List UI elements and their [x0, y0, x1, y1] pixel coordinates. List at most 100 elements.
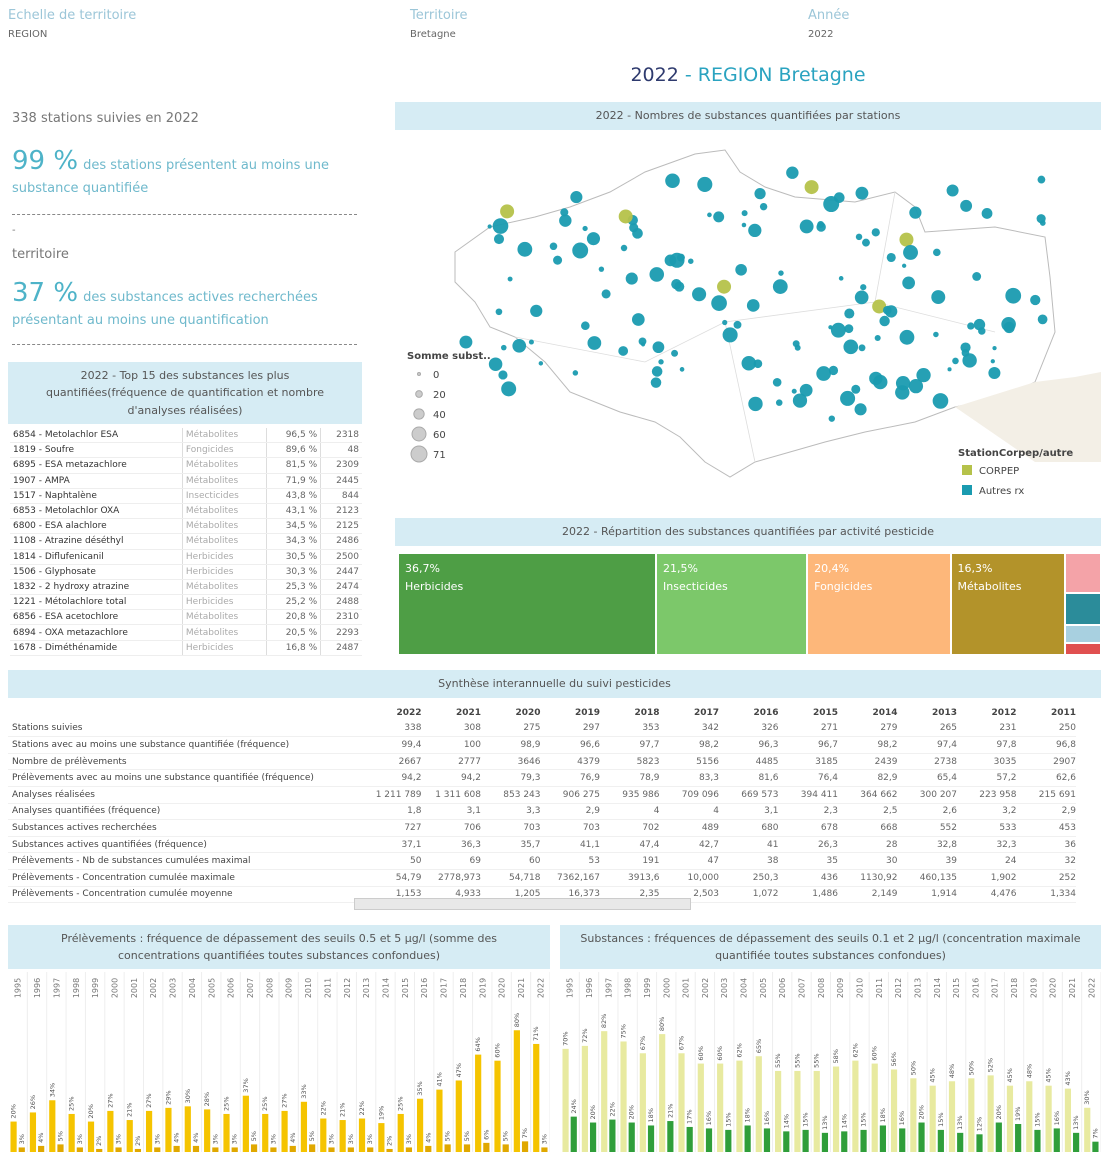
filter[interactable]: Année 2022	[808, 8, 849, 40]
bar	[562, 1048, 569, 1152]
station-point	[674, 281, 685, 292]
table-cell: 1 211 789	[362, 786, 422, 804]
data-label: 58%	[832, 1049, 840, 1063]
data-label: 4%	[424, 1133, 432, 1143]
table-cell: 703	[540, 819, 600, 837]
bar	[725, 1129, 732, 1152]
bar	[29, 1112, 37, 1152]
data-label: 21%	[666, 1104, 674, 1118]
data-label: 20%	[589, 1105, 597, 1119]
table-cell: 844	[320, 488, 362, 504]
treemap-label: Herbicides	[405, 579, 464, 593]
table-cell: 35,7	[481, 836, 541, 854]
data-label: 50%	[909, 1061, 917, 1075]
table-cell: 1832 - 2 hydroxy atrazine	[10, 579, 183, 596]
table-cell: 2488	[320, 594, 362, 611]
column-header: 2022	[396, 707, 422, 718]
filter[interactable]: Territoire Bretagne	[410, 8, 468, 40]
table-row: Prélèvements - Concentration cumulée max…	[8, 869, 1076, 887]
table-cell: 453	[1016, 819, 1076, 837]
data-label: 3%	[405, 1134, 413, 1144]
x-tick-label: 1997	[604, 978, 613, 998]
bar	[455, 1080, 462, 1152]
x-tick-label: 2002	[149, 978, 158, 998]
bar	[647, 1125, 655, 1152]
data-label: 4%	[289, 1133, 297, 1143]
data-label: 3%	[115, 1134, 123, 1144]
station-point	[840, 390, 856, 406]
bar	[281, 1110, 288, 1152]
table-cell: 100	[421, 736, 481, 754]
table-cell: 53	[540, 852, 600, 870]
data-label: 27%	[281, 1093, 289, 1107]
bar	[821, 1132, 829, 1152]
station-point	[651, 366, 663, 377]
bar	[570, 1116, 577, 1152]
station-point	[746, 299, 760, 312]
station-point	[903, 245, 918, 260]
data-label: 27%	[145, 1093, 153, 1107]
table-cell: Métabolites	[181, 457, 267, 474]
column-header: 2014	[872, 707, 898, 718]
table-cell: 42,7	[659, 836, 719, 854]
x-tick-label: 2014	[381, 978, 390, 998]
station-point	[459, 335, 473, 349]
table-cell: 2310	[320, 609, 362, 626]
table-cell: 3,1	[719, 803, 779, 821]
bar	[184, 1106, 191, 1152]
table-cell: 24	[957, 852, 1017, 870]
table-cell: 37,1	[362, 836, 422, 854]
x-tick-label: 2014	[933, 978, 942, 998]
x-tick-label: 2001	[130, 978, 139, 998]
table-cell: 25,2 %	[266, 594, 321, 611]
filter[interactable]: Echelle de territoire REGION	[8, 8, 136, 40]
table-cell: 98,9	[481, 736, 541, 754]
table-cell: 436	[778, 869, 838, 887]
bar	[87, 1121, 95, 1152]
scrollbar[interactable]	[354, 898, 691, 910]
table-cell: 2439	[838, 753, 898, 771]
kpi-text: des stations présentent au moins une sub…	[12, 158, 330, 197]
table-cell: 906 275	[540, 786, 600, 804]
x-tick-label: 2006	[227, 978, 236, 998]
data-label: 6%	[482, 1130, 490, 1140]
bar	[494, 1060, 501, 1152]
table-cell: 97,4	[897, 736, 957, 754]
table-cell: 83,3	[659, 769, 719, 787]
filter-label: Echelle de territoire	[8, 8, 137, 23]
table-cell: 2738	[897, 753, 957, 771]
column-header: 2013	[931, 707, 957, 718]
map: Somme subst.. 0 20 40 60 71 StationCorpep/au…	[407, 149, 1101, 497]
station-point	[804, 180, 819, 195]
table-row: Substances actives recherchées 727 706 703 7…	[8, 819, 1076, 837]
x-tick-label: 2017	[440, 978, 449, 998]
data-label: 25%	[397, 1097, 405, 1111]
x-tick-label: 1995	[566, 978, 575, 998]
table-cell: 338	[362, 720, 422, 738]
station-point	[772, 378, 782, 387]
x-tick-label: 2018	[459, 978, 468, 998]
table-cell: 1,902	[957, 869, 1017, 887]
bar	[165, 1107, 172, 1152]
station-point	[501, 381, 517, 397]
legend-label: CORPEP	[979, 466, 1019, 477]
table-row: Prélèvements - Concentration cumulée moy…	[8, 886, 1076, 904]
table-cell: 279	[838, 720, 898, 738]
table-cell: 4485	[719, 753, 779, 771]
data-label: 3%	[211, 1134, 219, 1144]
table-cell: 353	[600, 720, 660, 738]
table-row: Substances actives quantifiées (fréquenc…	[8, 836, 1076, 854]
table-cell: 4	[659, 803, 719, 821]
station-point	[931, 290, 946, 305]
station-point	[625, 272, 638, 285]
table-cell: Herbicides	[181, 564, 267, 580]
bar	[463, 1144, 471, 1152]
x-tick-label: 2000	[110, 978, 119, 998]
bar	[502, 1144, 509, 1152]
table-cell: 271	[778, 720, 838, 738]
table-cell: Métabolites	[181, 624, 267, 641]
table-cell: 1,8	[362, 803, 422, 821]
bar	[1006, 1085, 1014, 1152]
row-label: Stations avec au moins une substance qua…	[8, 736, 362, 754]
table-cell: 34,5 %	[266, 518, 321, 535]
